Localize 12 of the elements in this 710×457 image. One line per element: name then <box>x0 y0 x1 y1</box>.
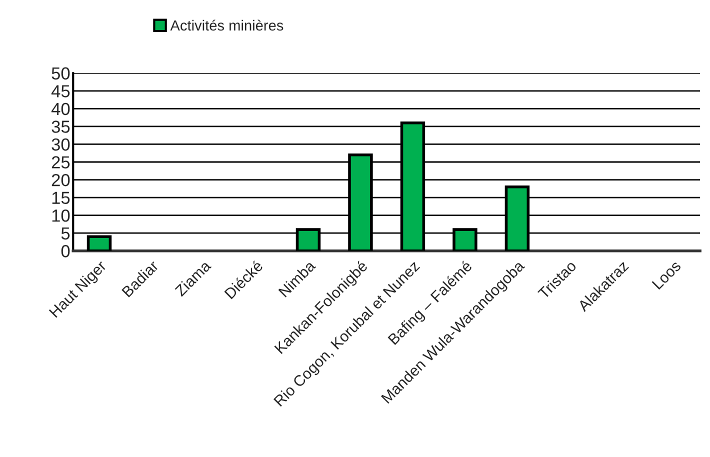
legend-label: Activités minières <box>170 20 284 31</box>
y-tick-label: 15 <box>52 192 70 204</box>
y-tick-label: 35 <box>52 120 70 133</box>
y-tick-label: 45 <box>51 85 70 98</box>
y-tick-label: 25 <box>52 156 70 168</box>
y-tick-label: 40 <box>51 102 70 116</box>
y-tick-label: 0 <box>61 245 70 258</box>
y-tick-label: 30 <box>52 138 70 151</box>
y-tick-label: 50 <box>52 67 70 80</box>
y-tick-label: 20 <box>52 174 70 186</box>
y-tick-label: 5 <box>61 227 70 240</box>
y-tick-label: 10 <box>52 210 70 222</box>
